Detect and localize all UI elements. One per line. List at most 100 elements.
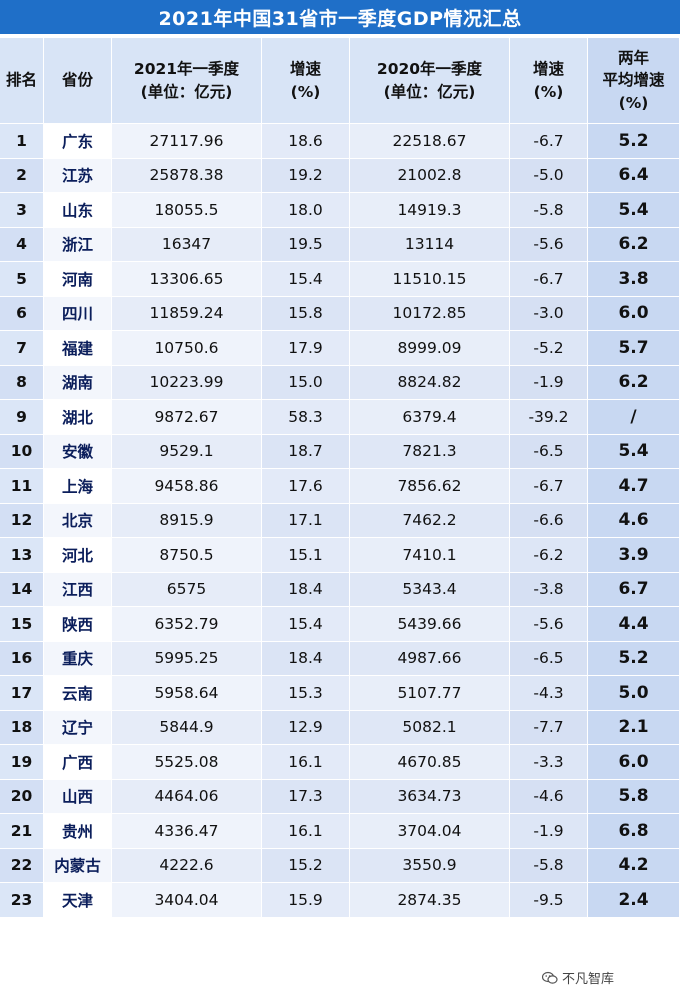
cell-gdp-2020: 5107.77 bbox=[350, 676, 510, 711]
header-gdp-2021-line2: (单位：亿元) bbox=[140, 82, 233, 101]
header-gdp-2020-line2: (单位：亿元) bbox=[383, 82, 476, 101]
cell-gdp-2020: 4987.66 bbox=[350, 641, 510, 676]
cell-province: 贵州 bbox=[44, 814, 112, 849]
cell-two-year-avg: 4.4 bbox=[588, 607, 680, 642]
cell-province: 河北 bbox=[44, 538, 112, 573]
cell-gdp-2021: 5958.64 bbox=[112, 676, 262, 711]
cell-gdp-2020: 2874.35 bbox=[350, 883, 510, 918]
cell-gdp-2021: 27117.96 bbox=[112, 124, 262, 159]
cell-speed-2021: 15.9 bbox=[262, 883, 350, 918]
cell-rank: 19 bbox=[0, 745, 44, 780]
cell-gdp-2020: 6379.4 bbox=[350, 400, 510, 435]
header-rank-label: 排名 bbox=[5, 71, 37, 90]
cell-province: 北京 bbox=[44, 503, 112, 538]
cell-speed-2020: -6.2 bbox=[510, 538, 588, 573]
cell-province: 福建 bbox=[44, 331, 112, 366]
header-gdp-2021-line1: 2021年一季度 bbox=[133, 60, 240, 79]
cell-speed-2021: 15.3 bbox=[262, 676, 350, 711]
cell-gdp-2021: 8750.5 bbox=[112, 538, 262, 573]
cell-gdp-2021: 5525.08 bbox=[112, 745, 262, 780]
cell-gdp-2021: 9872.67 bbox=[112, 400, 262, 435]
cell-two-year-avg: 5.2 bbox=[588, 641, 680, 676]
cell-province: 广东 bbox=[44, 124, 112, 159]
cell-speed-2021: 15.4 bbox=[262, 607, 350, 642]
cell-speed-2021: 15.4 bbox=[262, 262, 350, 297]
cell-rank: 23 bbox=[0, 883, 44, 918]
cell-speed-2020: -3.8 bbox=[510, 572, 588, 607]
cell-rank: 22 bbox=[0, 848, 44, 883]
cell-gdp-2021: 10223.99 bbox=[112, 365, 262, 400]
cell-province: 四川 bbox=[44, 296, 112, 331]
cell-gdp-2020: 3704.04 bbox=[350, 814, 510, 849]
cell-speed-2020: -39.2 bbox=[510, 400, 588, 435]
cell-speed-2020: -3.3 bbox=[510, 745, 588, 780]
cell-speed-2020: -6.5 bbox=[510, 641, 588, 676]
cell-rank: 18 bbox=[0, 710, 44, 745]
cell-province: 天津 bbox=[44, 883, 112, 918]
cell-rank: 16 bbox=[0, 641, 44, 676]
cell-gdp-2021: 8915.9 bbox=[112, 503, 262, 538]
cell-speed-2021: 16.1 bbox=[262, 814, 350, 849]
table-title: 2021年中国31省市一季度GDP情况汇总 bbox=[0, 0, 680, 34]
cell-province: 安徽 bbox=[44, 434, 112, 469]
cell-speed-2020: -7.7 bbox=[510, 710, 588, 745]
cell-gdp-2020: 5082.1 bbox=[350, 710, 510, 745]
cell-rank: 14 bbox=[0, 572, 44, 607]
cell-speed-2020: -6.7 bbox=[510, 469, 588, 504]
cell-speed-2021: 16.1 bbox=[262, 745, 350, 780]
cell-rank: 10 bbox=[0, 434, 44, 469]
cell-two-year-avg: 6.2 bbox=[588, 227, 680, 262]
cell-speed-2020: -5.8 bbox=[510, 193, 588, 228]
cell-gdp-2021: 5995.25 bbox=[112, 641, 262, 676]
cell-rank: 2 bbox=[0, 158, 44, 193]
cell-gdp-2020: 4670.85 bbox=[350, 745, 510, 780]
cell-rank: 15 bbox=[0, 607, 44, 642]
wechat-icon bbox=[541, 971, 558, 985]
cell-province: 陕西 bbox=[44, 607, 112, 642]
cell-speed-2021: 17.6 bbox=[262, 469, 350, 504]
cell-gdp-2020: 7821.3 bbox=[350, 434, 510, 469]
cell-gdp-2021: 4336.47 bbox=[112, 814, 262, 849]
cell-two-year-avg: 2.4 bbox=[588, 883, 680, 918]
cell-speed-2020: -6.7 bbox=[510, 262, 588, 297]
cell-province: 湖北 bbox=[44, 400, 112, 435]
header-province-label: 省份 bbox=[61, 71, 93, 90]
cell-gdp-2021: 6352.79 bbox=[112, 607, 262, 642]
cell-rank: 7 bbox=[0, 331, 44, 366]
cell-province: 广西 bbox=[44, 745, 112, 780]
cell-speed-2020: -6.5 bbox=[510, 434, 588, 469]
cell-speed-2020: -5.2 bbox=[510, 331, 588, 366]
cell-two-year-avg: 5.4 bbox=[588, 434, 680, 469]
cell-speed-2021: 17.1 bbox=[262, 503, 350, 538]
cell-speed-2020: -4.3 bbox=[510, 676, 588, 711]
cell-gdp-2021: 13306.65 bbox=[112, 262, 262, 297]
cell-rank: 5 bbox=[0, 262, 44, 297]
cell-two-year-avg: 3.8 bbox=[588, 262, 680, 297]
cell-gdp-2020: 11510.15 bbox=[350, 262, 510, 297]
cell-gdp-2020: 14919.3 bbox=[350, 193, 510, 228]
cell-speed-2021: 17.9 bbox=[262, 331, 350, 366]
cell-gdp-2020: 13114 bbox=[350, 227, 510, 262]
cell-speed-2021: 17.3 bbox=[262, 779, 350, 814]
cell-gdp-2020: 8999.09 bbox=[350, 331, 510, 366]
cell-province: 山西 bbox=[44, 779, 112, 814]
header-gdp-2020: 2020年一季度 (单位：亿元) bbox=[350, 38, 510, 124]
cell-rank: 17 bbox=[0, 676, 44, 711]
cell-rank: 11 bbox=[0, 469, 44, 504]
cell-speed-2021: 19.2 bbox=[262, 158, 350, 193]
cell-province: 浙江 bbox=[44, 227, 112, 262]
cell-gdp-2020: 3634.73 bbox=[350, 779, 510, 814]
cell-speed-2021: 58.3 bbox=[262, 400, 350, 435]
cell-province: 重庆 bbox=[44, 641, 112, 676]
cell-two-year-avg: 4.7 bbox=[588, 469, 680, 504]
cell-province: 上海 bbox=[44, 469, 112, 504]
cell-speed-2021: 15.0 bbox=[262, 365, 350, 400]
cell-speed-2021: 18.7 bbox=[262, 434, 350, 469]
cell-two-year-avg: 4.6 bbox=[588, 503, 680, 538]
cell-gdp-2021: 4222.6 bbox=[112, 848, 262, 883]
cell-speed-2021: 15.2 bbox=[262, 848, 350, 883]
header-avg-line1: 两年 bbox=[617, 48, 649, 67]
cell-speed-2021: 19.5 bbox=[262, 227, 350, 262]
cell-rank: 9 bbox=[0, 400, 44, 435]
cell-rank: 13 bbox=[0, 538, 44, 573]
